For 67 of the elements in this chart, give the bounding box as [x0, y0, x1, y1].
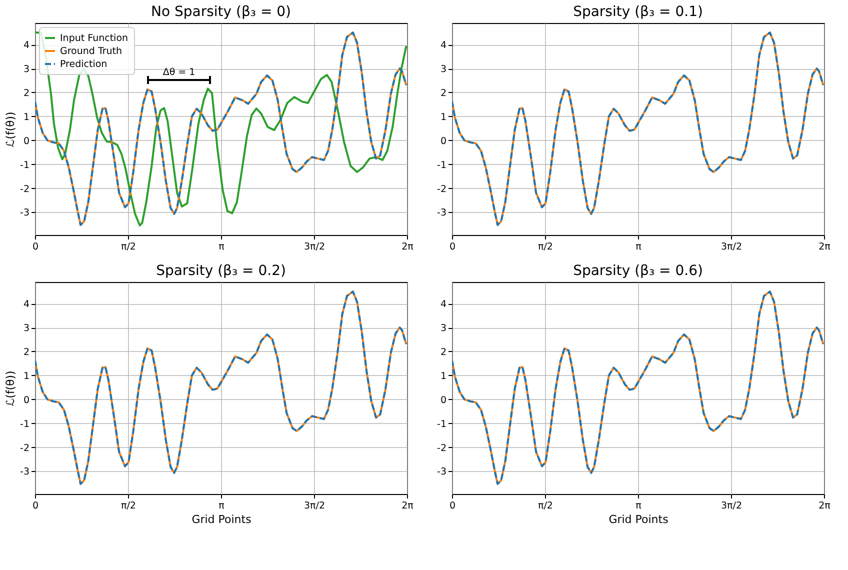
x-tick-label: π/2: [121, 242, 136, 252]
y-tick-label: 3: [440, 64, 446, 76]
y-tick-label: -3: [20, 466, 30, 478]
x-tick-label: 2π: [818, 242, 831, 252]
y-tick-label: 0: [23, 394, 30, 406]
x-tick-label: 3π/2: [720, 242, 742, 252]
line-series: [452, 290, 824, 485]
x-tick-label: π/2: [538, 500, 553, 512]
x-tick-label: π: [636, 242, 642, 252]
x-tick-label: 0: [449, 242, 456, 252]
y-tick-label: 2: [440, 88, 446, 99]
x-axis-title: Grid Points: [192, 513, 252, 526]
y-tick-label: 4: [23, 299, 30, 310]
y-tick-label: -1: [437, 418, 446, 430]
y-tick-label: 2: [440, 346, 446, 358]
y-axis-title: ℒ(f(θ)): [4, 370, 18, 406]
y-tick-label: 4: [440, 299, 446, 310]
x-tick-label: π/2: [538, 242, 553, 252]
y-tick-label: -1: [437, 160, 446, 171]
y-tick-label: 3: [440, 323, 446, 334]
x-tick-label: π: [218, 242, 225, 252]
line-series: [35, 290, 407, 485]
y-tick-label: 1: [23, 370, 30, 382]
chart-title: Sparsity (β₃ = 0.2): [156, 263, 286, 279]
y-tick-label: 0: [440, 136, 446, 147]
x-tick-label: 3π/2: [720, 500, 742, 512]
y-tick-label: -3: [437, 208, 446, 219]
x-tick-label: 0: [449, 500, 456, 512]
y-tick-label: 4: [440, 40, 446, 52]
y-tick-label: 0: [23, 136, 30, 147]
y-tick-label: 4: [23, 40, 30, 52]
y-tick-label: -2: [20, 442, 30, 454]
legend-label: Ground Truth: [60, 46, 122, 57]
x-tick-label: 0: [32, 242, 39, 252]
chart-title: No Sparsity (β₃ = 0): [150, 4, 292, 20]
x-tick-label: 2π: [402, 500, 414, 512]
y-tick-label: -2: [437, 442, 446, 454]
y-tick-label: 3: [23, 64, 30, 76]
x-tick-label: π: [636, 500, 642, 512]
y-tick-label: 2: [23, 346, 30, 358]
x-tick-label: 0: [32, 500, 39, 512]
y-tick-label: -1: [20, 160, 30, 171]
legend-label: Input Function: [60, 33, 128, 44]
x-tick-label: 2π: [402, 242, 414, 252]
line-series: [452, 32, 824, 226]
annotation: Δθ = 1: [162, 67, 196, 78]
chart-title: Sparsity (β₃ = 0.6): [573, 263, 703, 279]
y-tick-label: 3: [23, 323, 30, 334]
y-tick-label: -2: [437, 184, 446, 195]
legend-label: Prediction: [60, 59, 108, 70]
x-tick-label: π: [218, 500, 225, 512]
y-tick-label: 0: [440, 394, 446, 406]
x-tick-label: π/2: [121, 500, 136, 512]
y-tick-label: -3: [20, 208, 30, 219]
y-tick-label: -1: [20, 418, 30, 430]
y-axis-title: ℒ(f(θ)): [4, 112, 18, 148]
x-tick-label: 2π: [818, 500, 831, 512]
y-tick-label: 1: [23, 112, 30, 123]
chart-title: Sparsity (β₃ = 0.1): [573, 4, 703, 20]
x-axis-title: Grid Points: [608, 513, 669, 526]
y-tick-label: 1: [440, 112, 446, 123]
x-tick-label: 3π/2: [304, 500, 326, 512]
y-tick-label: 2: [23, 88, 30, 99]
y-tick-label: -3: [437, 466, 446, 478]
x-tick-label: 3π/2: [304, 242, 326, 252]
y-tick-label: 1: [440, 370, 446, 382]
y-tick-label: -2: [20, 184, 30, 195]
